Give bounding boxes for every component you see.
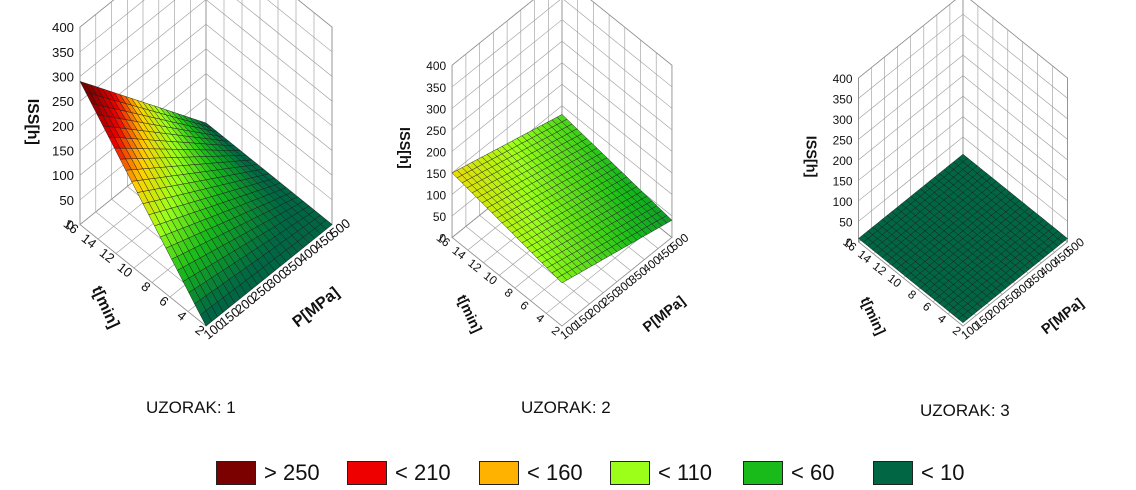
- legend-item: < 160: [479, 460, 583, 486]
- z-tick-label: 200: [833, 154, 853, 168]
- legend-swatch: [873, 461, 913, 485]
- legend-label: > 250: [264, 460, 320, 485]
- legend-swatch: [743, 461, 783, 485]
- y-tick-label: 14: [79, 231, 100, 252]
- z-tick-label: 250: [833, 133, 853, 147]
- surface: [79, 81, 333, 327]
- y-tick-label: 6: [156, 293, 171, 309]
- surface: [858, 153, 1068, 323]
- z-tick-label: 50: [839, 215, 853, 229]
- surface-chart-2: 0501001502002503003504002468101214161001…: [396, 0, 692, 342]
- legend-item: < 110: [610, 460, 712, 486]
- z-axis-label: ISS[h]: [24, 99, 41, 145]
- z-tick-label: 50: [59, 193, 74, 208]
- z-tick-label: 300: [52, 69, 74, 84]
- y-tick-label: 10: [115, 260, 136, 281]
- y-tick-label: 16: [61, 216, 82, 237]
- legend-swatch: [479, 461, 519, 485]
- z-tick-label: 400: [833, 72, 853, 86]
- surface-cell: [1057, 234, 1068, 243]
- z-tick-label: 150: [833, 174, 853, 188]
- legend-label: < 210: [395, 460, 451, 485]
- y-tick-label: 4: [174, 308, 189, 324]
- z-tick-label: 400: [52, 20, 74, 35]
- legend: > 250 < 210 < 160 < 110 < 60 < 10: [0, 456, 1136, 490]
- z-tick-label: 150: [52, 144, 74, 159]
- legend-item: < 10: [873, 460, 964, 486]
- surface-cell: [320, 219, 333, 230]
- legend-label: < 110: [658, 460, 713, 485]
- z-axis-label: ISS[h]: [803, 136, 819, 178]
- z-tick-label: 350: [52, 45, 74, 60]
- z-tick-label: 0: [67, 218, 74, 233]
- legend-label: < 160: [527, 460, 583, 485]
- y-tick-label: 4: [935, 311, 949, 326]
- legend-item: < 60: [743, 460, 834, 486]
- surface: [451, 114, 673, 284]
- z-tick-label: 350: [833, 92, 853, 106]
- z-tick-label: 250: [52, 94, 74, 109]
- legend-swatch: [610, 461, 650, 485]
- y-tick-label: 6: [518, 298, 532, 313]
- z-tick-label: 0: [846, 236, 853, 250]
- y-axis-label: t[min]: [857, 295, 888, 338]
- caption-uzorak-1: UZORAK: 1: [146, 398, 236, 417]
- x-axis-label: P[MPa]: [640, 293, 688, 336]
- z-tick-label: 250: [426, 124, 446, 138]
- z-tick-label: 200: [52, 119, 74, 134]
- legend-label: < 10: [921, 460, 965, 485]
- y-tick-label: 16: [840, 235, 859, 254]
- caption-uzorak-3: UZORAK: 3: [920, 401, 1010, 420]
- legend-swatch: [347, 461, 387, 485]
- z-tick-label: 100: [52, 168, 74, 183]
- y-axis-label: t[min]: [453, 293, 484, 336]
- caption-uzorak-2: UZORAK: 2: [521, 398, 611, 417]
- surface-cell: [661, 215, 673, 224]
- z-tick-label: 300: [833, 113, 853, 127]
- legend-swatch: [216, 461, 256, 485]
- z-tick-label: 300: [426, 102, 446, 116]
- z-tick-label: 100: [833, 195, 853, 209]
- y-tick-label: 8: [502, 285, 516, 300]
- y-axis-label: t[min]: [88, 284, 122, 331]
- y-tick-label: 8: [138, 279, 153, 295]
- y-tick-label: 6: [920, 299, 934, 314]
- surface-chart-3: 0501001502002503003504002468101214161001…: [803, 0, 1087, 342]
- z-tick-label: 350: [426, 81, 446, 95]
- x-axis-label: P[MPa]: [290, 284, 343, 331]
- z-tick-label: 200: [426, 145, 446, 159]
- y-tick-label: 12: [97, 245, 118, 266]
- y-tick-label: 16: [434, 231, 453, 250]
- x-axis-label: P[MPa]: [1039, 295, 1087, 338]
- z-tick-label: 150: [426, 167, 446, 181]
- z-tick-label: 400: [426, 59, 446, 73]
- z-tick-label: 100: [426, 188, 446, 202]
- z-axis-label: ISS[h]: [396, 127, 412, 169]
- y-tick-label: 4: [533, 311, 547, 326]
- legend-item: < 210: [347, 460, 451, 486]
- surface-chart-1: 0501001502002503003504002468101214161001…: [24, 0, 353, 342]
- z-tick-label: 0: [439, 231, 446, 245]
- z-tick-label: 50: [433, 210, 447, 224]
- y-tick-label: 8: [905, 287, 919, 302]
- legend-item: > 250: [216, 460, 320, 486]
- legend-label: < 60: [791, 460, 835, 485]
